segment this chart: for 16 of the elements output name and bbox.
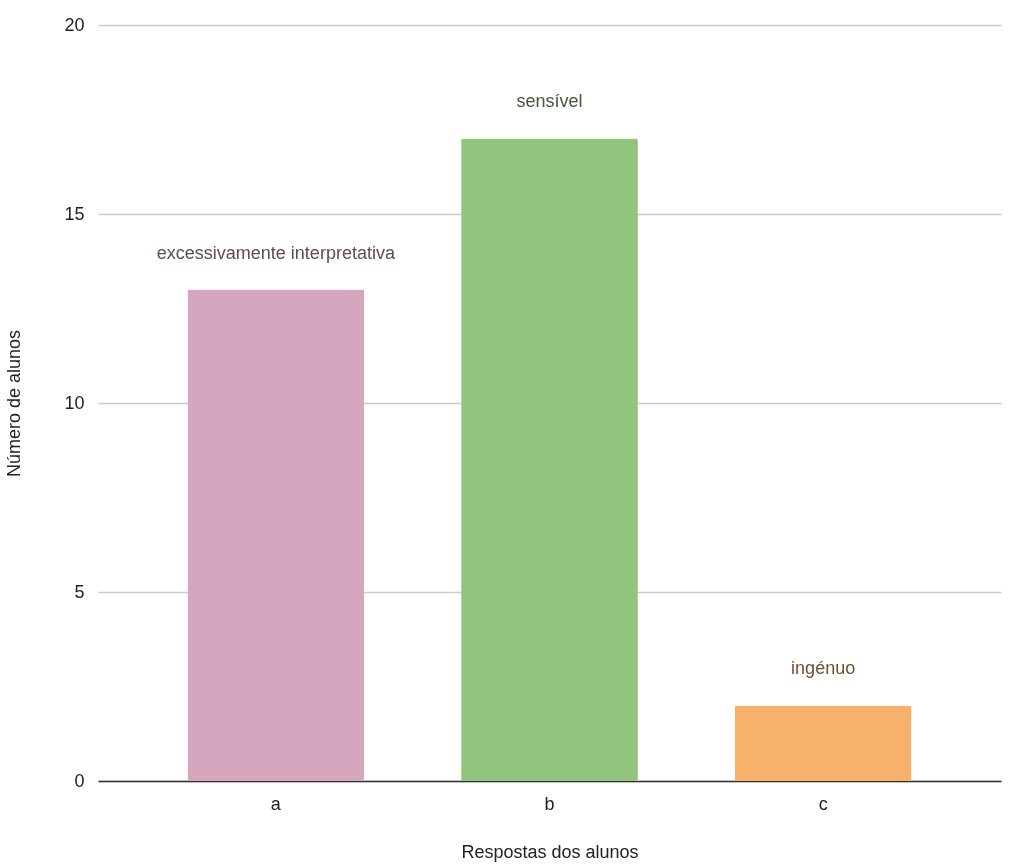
y-tick-label: 0 (74, 770, 85, 791)
y-tick-label: 5 (74, 581, 85, 602)
bar (187, 289, 365, 781)
x-tick-label: c (818, 793, 828, 814)
x-axis-title: Respostas dos alunos (461, 841, 639, 862)
y-tick-label: 15 (64, 203, 85, 224)
annotation: ingénuo (791, 658, 856, 679)
bar (734, 705, 912, 781)
x-tick-label: a (270, 793, 282, 814)
annotation: sensível (516, 91, 583, 112)
y-tick-label: 10 (64, 392, 85, 413)
bar (461, 138, 638, 781)
x-tick-label: b (544, 793, 555, 814)
y-axis-title: Número de alunos (4, 329, 25, 478)
annotation: excessivamente interpretativa (156, 242, 396, 263)
y-tick-label: 20 (64, 14, 85, 35)
